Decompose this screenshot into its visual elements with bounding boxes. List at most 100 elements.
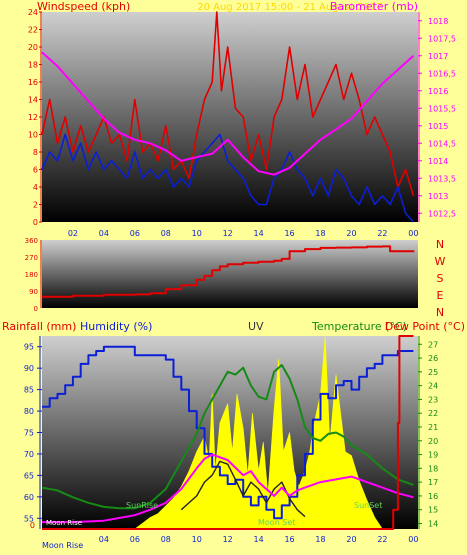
direction-tick: 0 — [34, 305, 38, 313]
time-tick: 04 — [99, 229, 109, 238]
compass-label: N — [436, 306, 444, 319]
time-tick: 12 — [223, 229, 233, 238]
windspeed-tick: 12 — [28, 113, 38, 122]
time-tick: 18 — [315, 229, 325, 238]
rain-hum-temp-panel: Rainfall (mm) Humidity (%) UV Temperatur… — [2, 320, 465, 550]
rainfall-label: Rainfall (mm) — [2, 320, 76, 333]
direction-tick: 360 — [25, 237, 38, 245]
windspeed-label: Windspeed (kph) — [37, 0, 130, 13]
moon-rise-footer: Moon Rise — [42, 541, 83, 550]
wind-baro-plot-area — [42, 12, 418, 222]
barometer-tick: 1015 — [428, 122, 448, 131]
time-tick: 14 — [254, 229, 264, 238]
windspeed-tick: 10 — [28, 131, 38, 140]
moon-rise-annotation: Moon Rise — [46, 519, 82, 527]
time-axis-top: 02 04 06 08 10 12 14 16 18 20 22 00 — [68, 229, 419, 238]
barometer-label: Barometer (mb) — [330, 0, 418, 13]
uv-label: UV — [248, 320, 264, 333]
temperature-tick: 27 — [428, 340, 438, 349]
temperature-label: Temperature (°C) — [311, 320, 407, 333]
windspeed-tick: 16 — [28, 78, 38, 87]
temperature-tick: 17 — [428, 478, 438, 487]
compass-label: N — [436, 238, 444, 251]
rain-zero-tick: 0 — [30, 521, 35, 530]
time-tick: 22 — [377, 229, 387, 238]
barometer-tick: 1017,5 — [428, 34, 456, 43]
windspeed-tick: 4 — [33, 183, 38, 192]
series-solar — [133, 335, 383, 530]
windspeed-tick: 8 — [33, 148, 38, 157]
wind-direction-series — [42, 245, 415, 298]
barometer-tick: 1018 — [428, 17, 448, 26]
time-tick: 08 — [161, 535, 171, 544]
windspeed-tick: 14 — [28, 96, 38, 105]
time-tick: 00 — [408, 229, 418, 238]
barometer-tick: 1017 — [428, 52, 448, 61]
windspeed-tick: 2 — [33, 201, 38, 210]
temperature-tick: 20 — [428, 437, 438, 446]
time-tick: 02 — [68, 229, 78, 238]
temperature-tick: 19 — [428, 451, 438, 460]
solar-area — [133, 335, 383, 530]
temperature-tick: 23 — [428, 395, 438, 404]
series-direction — [42, 245, 415, 298]
windspeed-tick: 24 — [28, 8, 38, 17]
humidity-tick: 75 — [24, 429, 34, 438]
windspeed-tick: 18 — [28, 61, 38, 70]
humidity-tick: 90 — [24, 364, 34, 373]
temperature-tick: 25 — [428, 368, 438, 377]
humidity-tick: 60 — [24, 493, 34, 502]
wind-direction-plot-area — [42, 240, 418, 308]
temperature-tick: 22 — [428, 409, 438, 418]
temperature-tick: 16 — [428, 492, 438, 501]
direction-tick: 270 — [25, 254, 38, 262]
windspeed-tick: 20 — [28, 43, 38, 52]
temperature-tick: 14 — [428, 519, 438, 528]
barometer-tick: 1016,5 — [428, 69, 456, 78]
compass-label: W — [435, 255, 446, 268]
barometer-tick: 1013,5 — [428, 174, 456, 183]
time-tick: 22 — [377, 535, 387, 544]
time-tick: 06 — [130, 229, 140, 238]
series-rainfall-mm — [42, 335, 414, 530]
sunset-annotation: SunSet — [354, 501, 382, 510]
temperature-tick: 26 — [428, 354, 438, 363]
barometer-tick: 1014 — [428, 157, 448, 166]
time-tick: 06 — [130, 535, 140, 544]
barometer-tick: 1012,5 — [428, 209, 456, 218]
time-tick: 00 — [408, 535, 418, 544]
temperature-tick: 18 — [428, 464, 438, 473]
wind-baro-series — [41, 11, 415, 223]
series-gust — [41, 11, 415, 197]
compass-label: S — [437, 272, 444, 285]
windspeed-tick: 6 — [33, 166, 38, 175]
temperature-tick: 15 — [428, 506, 438, 515]
series-humidity — [42, 345, 414, 520]
chart-title: 20 Aug 2017 15:00 - 21 August 2017 — [197, 2, 383, 13]
compass-label: E — [437, 289, 444, 302]
rain-hum-temp-series — [41, 335, 414, 530]
time-tick: 12 — [223, 535, 233, 544]
time-tick: 04 — [99, 535, 109, 544]
temperature-tick: 21 — [428, 423, 438, 432]
time-axis-bottom: 04 06 08 10 12 14 16 18 20 22 00 — [99, 535, 419, 544]
humidity-tick: 70 — [24, 450, 34, 459]
dew-point-label: Dew Point (°C) — [385, 320, 465, 333]
time-tick: 08 — [161, 229, 171, 238]
temperature-tick: 24 — [428, 382, 438, 391]
wind-baro-panel: Windspeed (kph) 20 Aug 2017 15:00 - 21 A… — [28, 0, 456, 238]
series-avg — [41, 133, 414, 223]
barometer-axis: 1012,5 1013 1013,5 1014 1014,5 1015 1015,5 1016… — [418, 12, 456, 222]
direction-tick: 180 — [25, 271, 38, 279]
humidity-tick: 55 — [24, 514, 34, 523]
windspeed-tick: 22 — [28, 26, 38, 35]
humidity-label: Humidity (%) — [80, 320, 152, 333]
time-tick: 16 — [284, 535, 294, 544]
series-temperature-c — [41, 364, 414, 510]
windspeed-tick: 0 — [33, 218, 38, 227]
temperature-axis: 14 15 16 17 18 19 20 21 22 23 24 25 26 27 — [418, 336, 438, 529]
